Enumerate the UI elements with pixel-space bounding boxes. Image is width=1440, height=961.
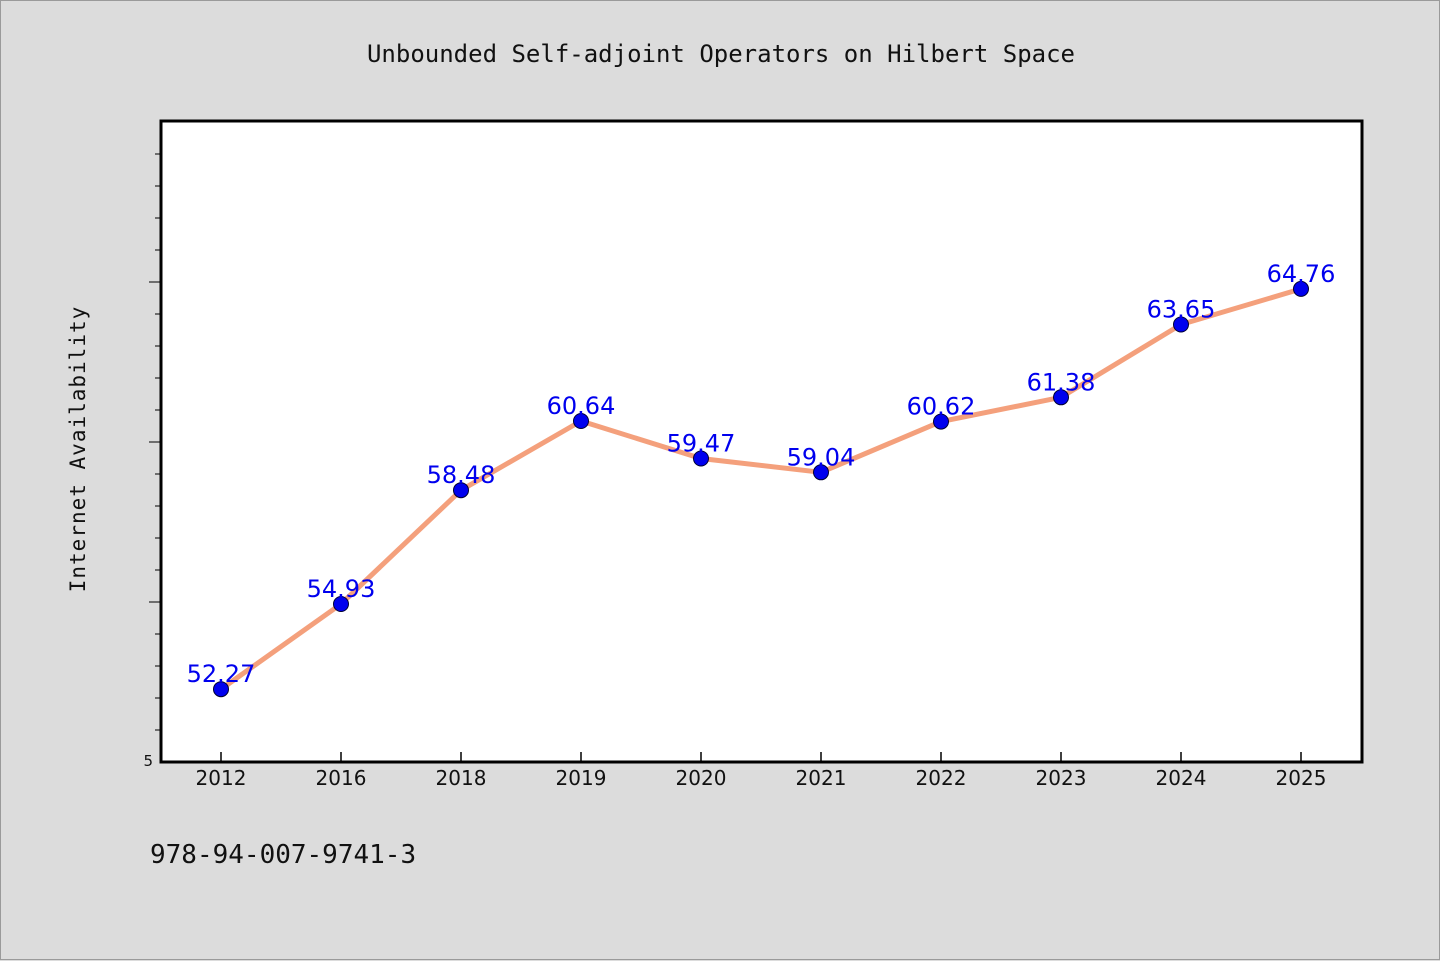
- data-point: [333, 596, 349, 612]
- x-tick-label: 2012: [196, 766, 247, 790]
- data-point: [1053, 389, 1069, 406]
- x-tick-label: 2025: [1276, 766, 1327, 790]
- data-label: 59.47: [667, 430, 736, 458]
- data-point: [933, 413, 949, 430]
- x-tick-label: 2016: [316, 766, 367, 790]
- isbn-text: 978-94-007-9741-3: [150, 840, 416, 870]
- data-point: [693, 450, 709, 467]
- data-point: [213, 681, 229, 698]
- plot-area: [159, 119, 1364, 764]
- chart-title: Unbounded Self-adjoint Operators on Hilb…: [367, 40, 1075, 68]
- x-tick-label: 2023: [1036, 766, 1087, 790]
- data-label: 54.93: [307, 575, 376, 603]
- data-point: [453, 482, 469, 499]
- x-axis-ticks: 2012 2016 2018 2019 2020 2021 2022 2023 2024 2025: [196, 752, 1327, 790]
- y-tick-label: 5: [143, 752, 153, 770]
- series-layer: 52.27 54.93 58.48 60.64 59.47 59.04 60.62 61.38…: [187, 260, 1336, 698]
- data-label: 58.48: [427, 461, 496, 489]
- y-axis-ticks: [149, 153, 161, 731]
- data-point: [573, 413, 589, 429]
- data-label: 63.65: [1147, 296, 1216, 324]
- data-label: 61.38: [1027, 368, 1096, 396]
- x-tick-label: 2024: [1156, 766, 1207, 790]
- data-label: 59.04: [787, 443, 856, 471]
- data-label: 60.64: [547, 392, 616, 420]
- data-point: [813, 464, 829, 481]
- data-label: 60.62: [907, 393, 976, 421]
- data-point: [1293, 280, 1309, 297]
- x-tick-label: 2021: [796, 766, 847, 790]
- data-label: 52.27: [187, 660, 256, 688]
- y-axis-label: Internet Availability: [66, 306, 90, 593]
- x-tick-label: 2019: [556, 766, 607, 790]
- data-label: 64.76: [1267, 260, 1336, 288]
- series-line: [218, 286, 1304, 692]
- x-tick-label: 2022: [916, 766, 967, 790]
- x-tick-label: 2018: [436, 766, 487, 790]
- data-point: [1173, 316, 1189, 333]
- x-tick-label: 2020: [676, 766, 727, 790]
